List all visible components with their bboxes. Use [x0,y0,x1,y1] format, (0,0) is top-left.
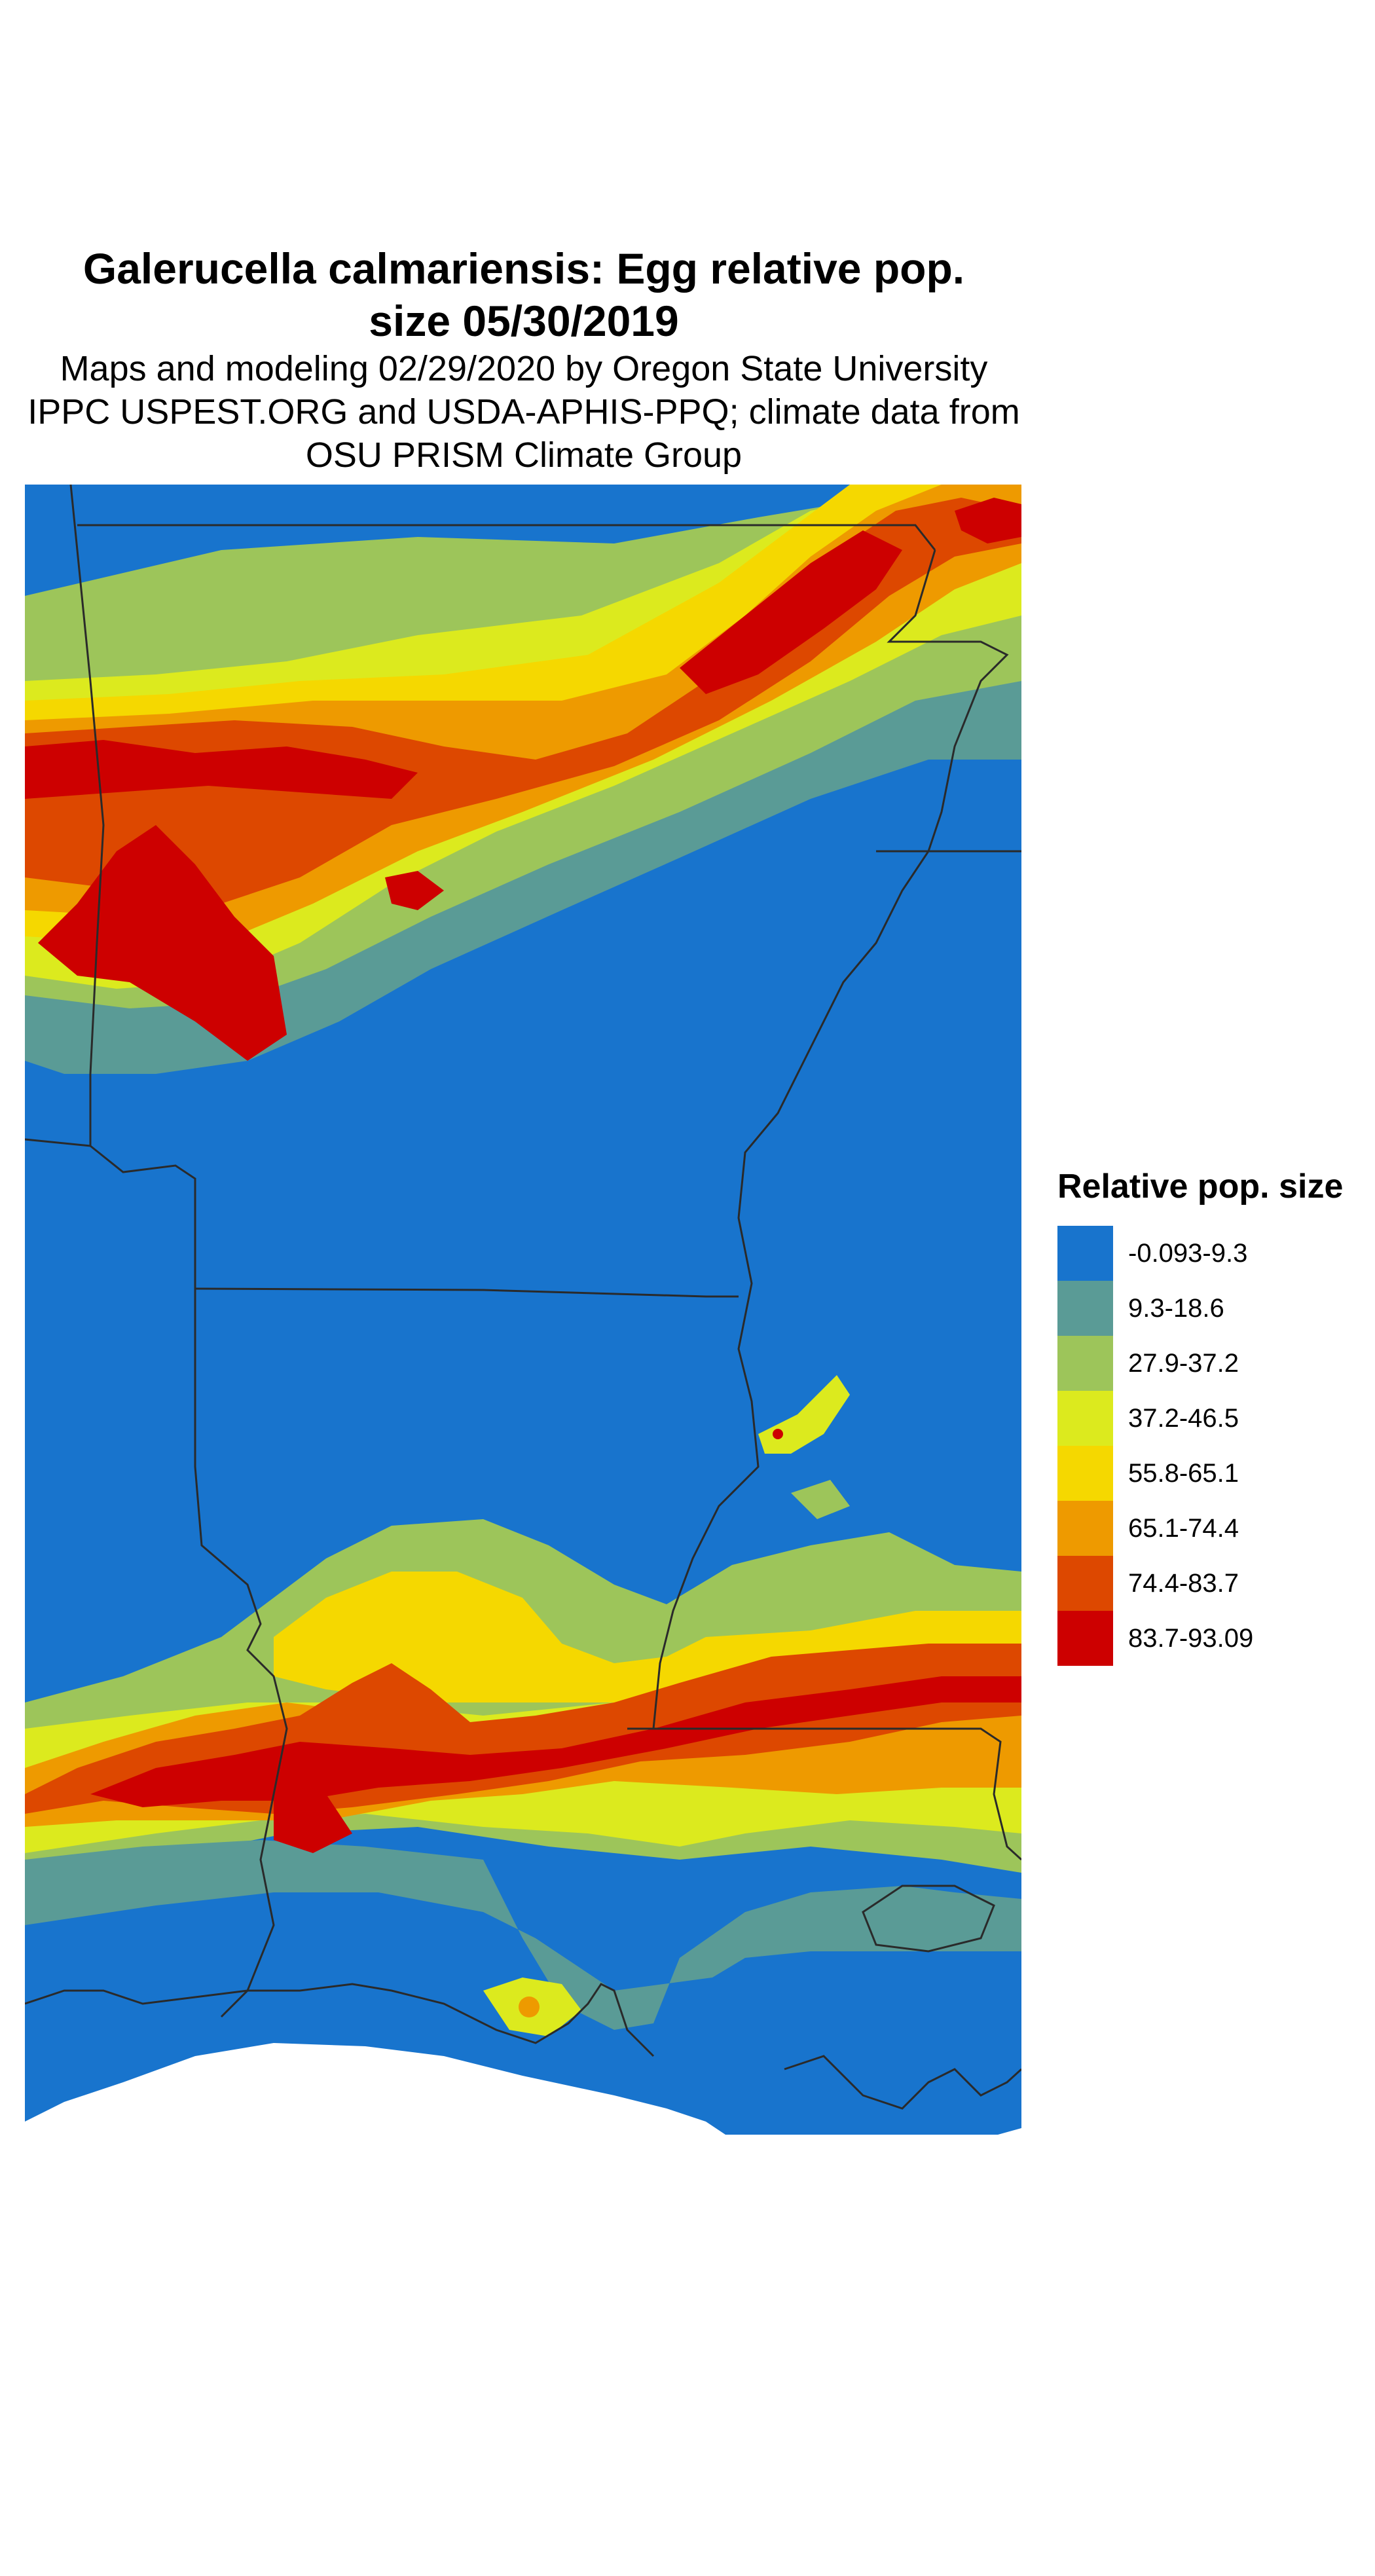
border-north [77,524,936,551]
lake-outline [862,1885,995,1953]
border-mid-horizontal [194,1287,739,1298]
legend-label: 9.3-18.6 [1128,1294,1224,1323]
legend-item: 27.9-37.2 [1057,1336,1359,1391]
legend-items: -0.093-9.3 9.3-18.6 27.9-37.2 37.2-46.5 55.8… [1057,1226,1372,1671]
legend-label: 27.9-37.2 [1128,1349,1239,1378]
population-map [25,485,1021,2180]
border-east-river [652,549,1009,1729]
north-band-red-5 [385,871,444,910]
south-band-red-1 [90,1676,1021,1807]
mid-hotspot-red [773,1429,783,1439]
mid-patch-green [791,1480,850,1519]
legend-swatch [1057,1611,1113,1666]
legend-swatch [1057,1226,1113,1281]
south-band-red-2 [274,1794,352,1853]
coastline-east [784,2055,1021,2110]
legend-item: 37.2-46.5 [1057,1391,1359,1446]
subtitle-line-1: Maps and modeling 02/29/2020 by Oregon S… [60,349,988,388]
legend-label: 65.1-74.4 [1128,1514,1239,1543]
title-line-2: size 05/30/2019 [369,297,679,345]
map-title: Galerucella calmariensis: Egg relative p… [26,242,1021,347]
subtitle-line-3: OSU PRISM Climate Group [305,435,742,475]
south-coast-orange [519,1996,540,2017]
north-band-red-4 [955,498,1021,543]
legend-item: 74.4-83.7 [1057,1556,1359,1611]
legend-item: 83.7-93.09 [1057,1611,1359,1666]
legend-swatch [1057,1556,1113,1611]
map-fill-layers [25,485,1021,2180]
legend-swatch [1057,1501,1113,1556]
legend-item: -0.093-9.3 [1057,1226,1359,1281]
subtitle-line-2: IPPC USPEST.ORG and USDA-APHIS-PPQ; clim… [28,392,1020,432]
south-band-teal [25,1840,1021,2030]
legend-label: 74.4-83.7 [1128,1569,1239,1598]
map-subtitle: Maps and modeling 02/29/2020 by Oregon S… [26,347,1021,477]
legend-label: -0.093-9.3 [1128,1239,1248,1268]
north-band-red-3 [25,740,418,799]
legend-swatch [1057,1391,1113,1446]
legend-label: 55.8-65.1 [1128,1459,1239,1488]
border-south-horizontal [627,1727,1021,1861]
legend-item: 65.1-74.4 [1057,1501,1359,1556]
state-borders [25,485,1021,2110]
legend-item: 55.8-65.1 [1057,1446,1359,1501]
legend-label: 83.7-93.09 [1128,1624,1254,1653]
gulf-water-right [876,2128,1021,2180]
north-band-redorange [25,498,1021,904]
gulf-water [25,2043,843,2180]
coastline [25,1983,655,2057]
map-legend: Relative pop. size -0.093-9.3 9.3-18.6 27.… [1057,1166,1372,1666]
legend-swatch [1057,1446,1113,1501]
legend-swatch [1057,1281,1113,1336]
legend-label: 37.2-46.5 [1128,1404,1239,1433]
border-west-2 [90,1145,288,2018]
title-line-1: Galerucella calmariensis: Egg relative p… [82,244,965,293]
north-band-red-1 [680,530,902,694]
legend-swatch [1057,1336,1113,1391]
legend-title: Relative pop. size [1057,1168,1344,1205]
legend-item: 9.3-18.6 [1057,1281,1359,1336]
